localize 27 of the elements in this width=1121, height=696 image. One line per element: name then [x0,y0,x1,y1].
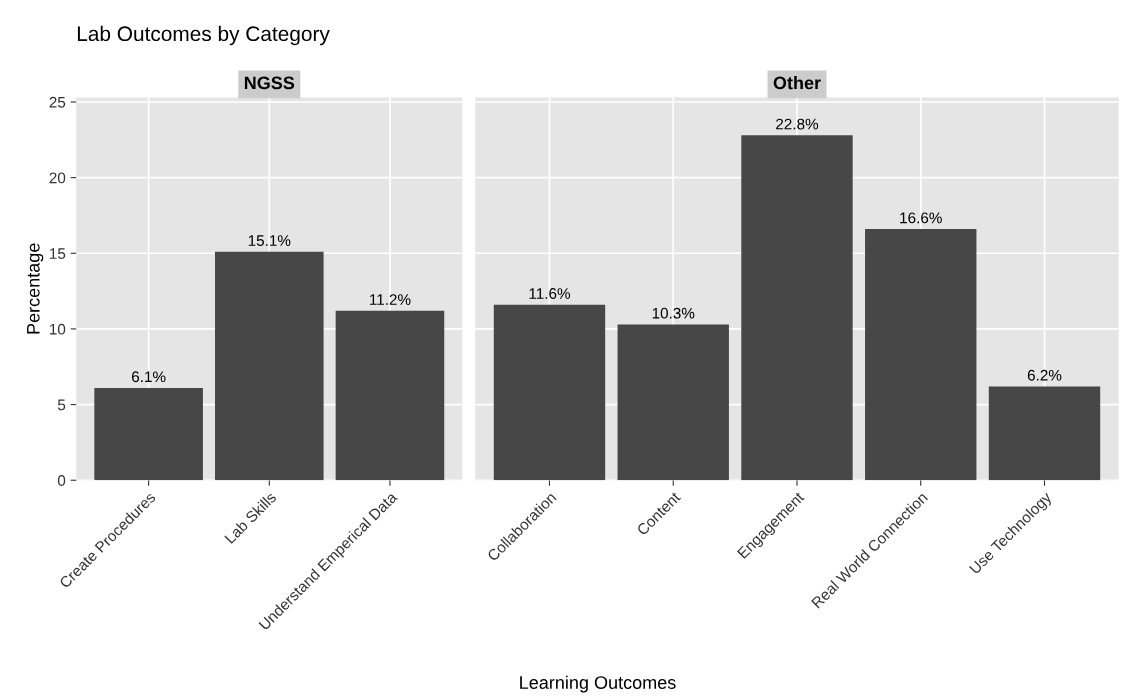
data-label: 6.2% [1027,369,1062,381]
bar [865,229,977,481]
data-label: 10.3% [652,307,695,319]
y-tick-label: 20 [49,172,66,184]
bar [617,324,729,481]
y-tick-label: 10 [49,323,66,335]
y-tick-label: 0 [57,475,66,486]
y-tick-label: 25 [49,96,66,108]
chart-subtitle: NGSS [244,76,295,90]
bar [741,135,853,481]
chart-title: Lab Outcomes by Category [77,25,330,46]
bar [94,387,203,481]
data-label: 22.8% [776,118,819,130]
data-label: 15.1% [248,235,291,246]
data-label: 11.2% [370,294,411,305]
bar [214,251,324,481]
y-tick-label: 15 [49,248,66,259]
data-label: 11.6% [529,288,571,299]
data-label: 6.1% [131,371,166,383]
y-tick-label: 5 [57,399,66,411]
bar [988,386,1101,481]
bar [335,310,445,481]
y-axis-title: Percentage [27,243,44,334]
bar [493,304,606,481]
chart-subtitle: Other [773,76,821,90]
data-label: 16.6% [900,212,942,224]
x-axis-title: Learning Outcomes [520,675,676,693]
